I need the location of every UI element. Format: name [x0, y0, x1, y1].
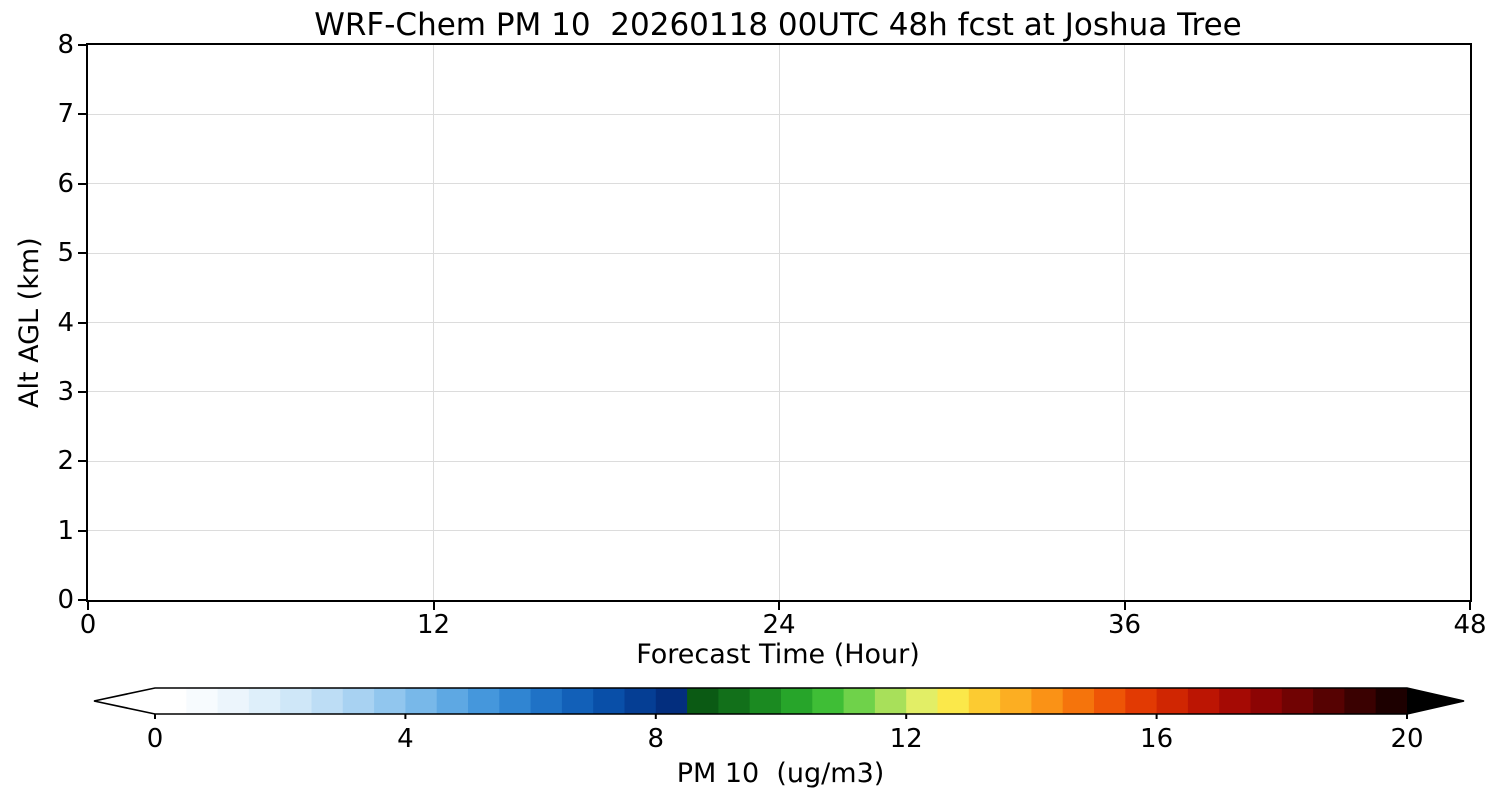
colorbar-label: PM 10 (ug/m3)	[676, 758, 885, 789]
x-tick-mark	[87, 602, 89, 610]
colorbar-segment	[937, 688, 970, 714]
colorbar-segment	[1062, 688, 1095, 714]
colorbar-segment	[342, 688, 375, 714]
colorbar-segment	[1000, 688, 1032, 714]
colorbar-segment	[1187, 688, 1220, 714]
y-tick-mark	[78, 182, 86, 185]
colorbar-segment	[655, 688, 688, 714]
y-tick-mark	[78, 599, 86, 601]
colorbar-segment	[1125, 688, 1158, 714]
y-tick-mark	[78, 390, 86, 393]
y-tick-mark	[78, 113, 86, 116]
colorbar-segment	[248, 688, 281, 714]
colorbar-segment	[499, 688, 532, 714]
x-tick-label: 24	[762, 610, 796, 640]
colorbar-segment	[436, 688, 469, 714]
x-tick-label: 0	[79, 610, 97, 640]
colorbar-segment	[280, 688, 313, 714]
colorbar-segment	[1094, 688, 1126, 714]
gridline	[778, 45, 780, 600]
colorbar-segment	[1219, 688, 1252, 714]
y-tick-label: 5	[57, 238, 74, 269]
colorbar-tick-label: 8	[647, 724, 665, 754]
colorbar-segment	[781, 688, 813, 714]
colorbar-tick-label: 16	[1140, 724, 1174, 754]
colorbar-segment	[186, 688, 219, 714]
colorbar-segment	[593, 688, 626, 714]
colorbar-segment	[1313, 688, 1345, 714]
colorbar-segment	[217, 688, 250, 714]
y-tick-mark	[78, 44, 86, 46]
y-tick-label: 0	[57, 585, 74, 615]
gridline	[1124, 45, 1125, 600]
y-tick-label: 6	[57, 168, 74, 199]
colorbar-segment	[155, 688, 187, 714]
colorbar-segment	[530, 688, 563, 714]
y-tick-mark	[78, 460, 86, 463]
y-tick-label: 7	[57, 99, 74, 130]
x-axis-label: Forecast Time (Hour)	[636, 639, 920, 670]
colorbar-tick-label: 0	[146, 724, 164, 754]
colorbar-segment	[1375, 688, 1408, 714]
colorbar-segment	[812, 688, 845, 714]
colorbar-segment	[1156, 688, 1189, 714]
y-tick-label: 1	[57, 515, 74, 546]
colorbar	[93, 687, 1465, 719]
x-tick-label: 12	[416, 610, 451, 640]
colorbar-segment	[561, 688, 594, 714]
y-tick-label: 2	[57, 446, 74, 477]
colorbar-tick-labels: 0 4 8 12 16 20	[88, 724, 1473, 754]
colorbar-tick-label: 12	[889, 724, 923, 754]
colorbar-segment	[968, 688, 1001, 714]
colorbar-segment	[1031, 688, 1064, 714]
colorbar-under-arrow	[94, 688, 155, 714]
colorbar-segment	[1281, 688, 1314, 714]
gridline	[433, 45, 434, 600]
x-tick-mark	[778, 602, 780, 610]
colorbar-segment	[468, 688, 500, 714]
y-tick-mark	[78, 529, 86, 532]
x-tick-mark	[1123, 602, 1126, 610]
y-tick-label: 3	[57, 376, 74, 407]
colorbar-segment	[687, 688, 719, 714]
colorbar-segment	[718, 688, 751, 714]
x-tick-label: 36	[1107, 610, 1142, 640]
colorbar-segment	[1344, 688, 1377, 714]
colorbar-tick-label: 4	[397, 724, 414, 754]
colorbar-segment	[906, 688, 939, 714]
y-tick-label: 4	[57, 307, 74, 338]
colorbar-segment	[405, 688, 438, 714]
y-tick-label: 8	[57, 30, 74, 60]
y-tick-mark	[78, 252, 86, 255]
x-tick-label: 48	[1453, 610, 1487, 640]
chart-title: WRF-Chem PM 10 20260118 00UTC 48h fcst a…	[314, 7, 1242, 43]
colorbar-segment	[1250, 688, 1283, 714]
x-tick-mark	[432, 602, 435, 610]
colorbar-segment	[624, 688, 657, 714]
colorbar-segment	[749, 688, 782, 714]
colorbar-segment	[843, 688, 876, 714]
y-tick-mark	[78, 321, 86, 324]
colorbar-segment	[874, 688, 907, 714]
x-tick-mark	[1469, 602, 1471, 610]
colorbar-tick-label: 20	[1390, 724, 1424, 754]
colorbar-segment	[311, 688, 344, 714]
colorbar-over-arrow	[1407, 688, 1464, 714]
colorbar-segment	[374, 688, 406, 714]
